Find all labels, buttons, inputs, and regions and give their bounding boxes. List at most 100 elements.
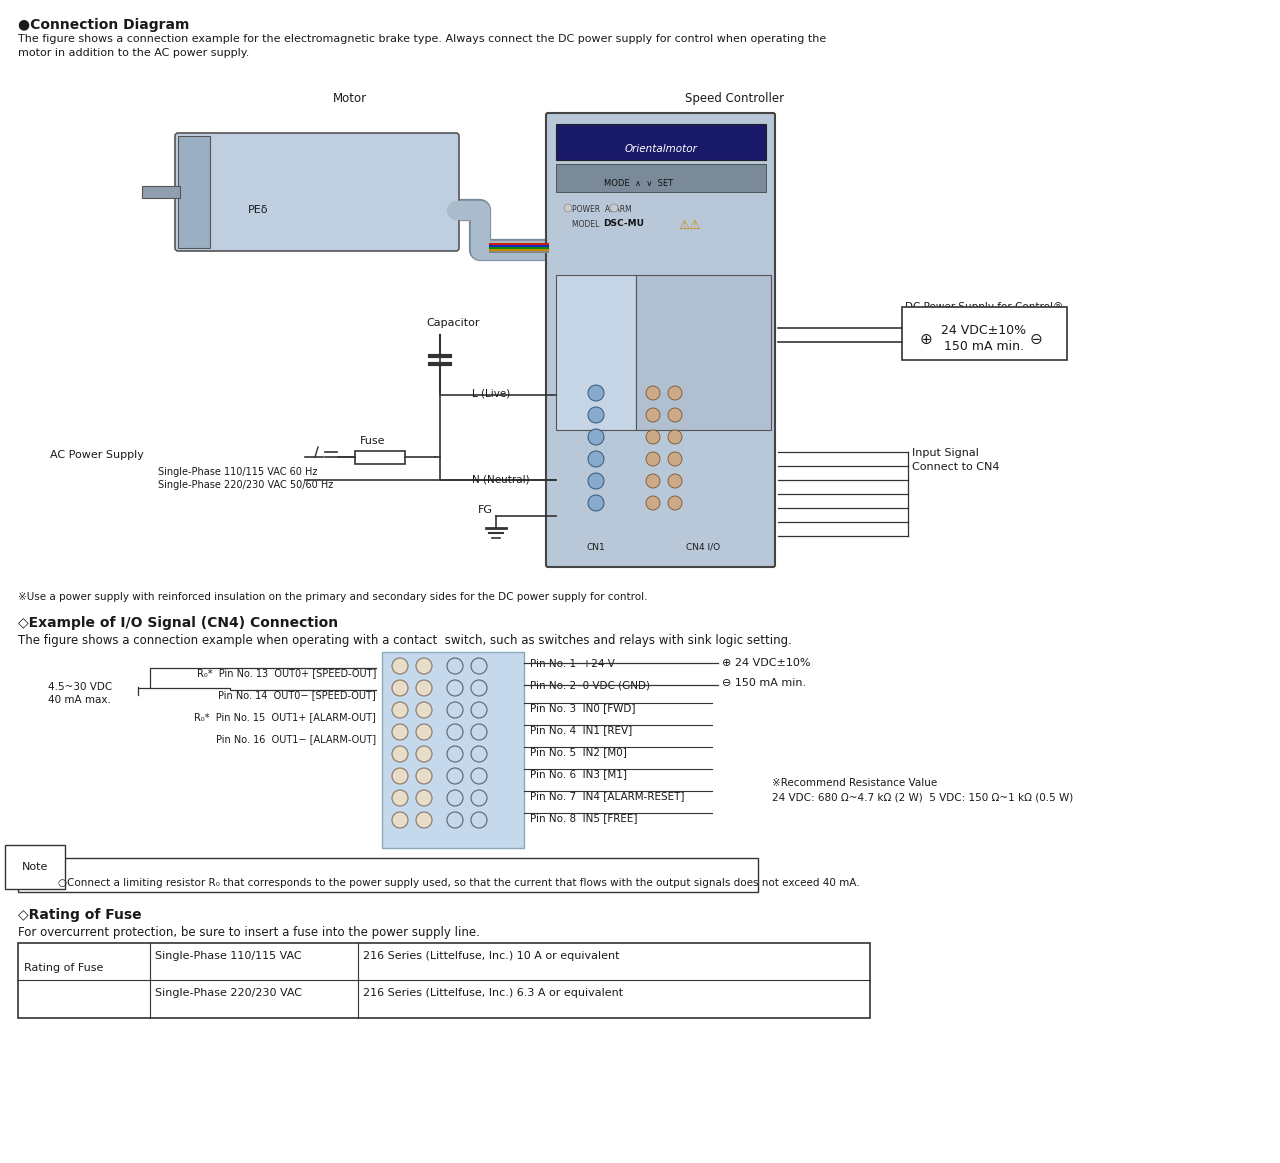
Circle shape xyxy=(646,386,660,400)
Circle shape xyxy=(471,768,486,784)
Circle shape xyxy=(416,658,433,675)
Text: Connect to CN4: Connect to CN4 xyxy=(911,462,1000,472)
Text: ⊖ 150 mA min.: ⊖ 150 mA min. xyxy=(722,678,806,688)
Circle shape xyxy=(471,745,486,762)
Text: Pin No. 1  +24 V: Pin No. 1 +24 V xyxy=(530,659,614,669)
Text: Motor: Motor xyxy=(333,92,367,105)
Text: ●Connection Diagram: ●Connection Diagram xyxy=(18,17,189,33)
Circle shape xyxy=(646,475,660,488)
Text: Pin No. 3  IN0 [FWD]: Pin No. 3 IN0 [FWD] xyxy=(530,702,635,713)
Text: Speed Controller: Speed Controller xyxy=(685,92,785,105)
Bar xyxy=(355,451,404,464)
Circle shape xyxy=(471,725,486,740)
Text: DC Power Supply for Control®: DC Power Supply for Control® xyxy=(905,302,1064,312)
Circle shape xyxy=(392,790,408,806)
Text: Pin No. 8  IN5 [FREE]: Pin No. 8 IN5 [FREE] xyxy=(530,813,637,823)
Bar xyxy=(556,274,636,430)
Text: MODE  ∧  ∨  SET: MODE ∧ ∨ SET xyxy=(604,179,673,188)
Text: N (Neutral): N (Neutral) xyxy=(472,475,530,484)
Circle shape xyxy=(471,790,486,806)
Text: ◇Rating of Fuse: ◇Rating of Fuse xyxy=(18,908,142,922)
Circle shape xyxy=(668,430,682,444)
Text: 216 Series (Littelfuse, Inc.) 6.3 A or equivalent: 216 Series (Littelfuse, Inc.) 6.3 A or e… xyxy=(364,989,623,998)
Circle shape xyxy=(392,680,408,695)
Text: Input Signal: Input Signal xyxy=(911,448,979,458)
Text: Single-Phase 110/115 VAC 60 Hz: Single-Phase 110/115 VAC 60 Hz xyxy=(157,468,317,477)
Circle shape xyxy=(471,658,486,675)
Bar xyxy=(18,943,870,1018)
Bar xyxy=(636,274,771,430)
Circle shape xyxy=(646,452,660,466)
Text: R₀*  Pin No. 15  OUT1+ [ALARM-OUT]: R₀* Pin No. 15 OUT1+ [ALARM-OUT] xyxy=(195,712,376,722)
Text: FG: FG xyxy=(477,505,493,515)
Circle shape xyxy=(392,725,408,740)
Text: 24 VDC±10%: 24 VDC±10% xyxy=(941,324,1027,337)
Text: ◇Example of I/O Signal (CN4) Connection: ◇Example of I/O Signal (CN4) Connection xyxy=(18,616,338,630)
Text: Single-Phase 220/230 VAC 50/60 Hz: Single-Phase 220/230 VAC 50/60 Hz xyxy=(157,480,333,490)
Text: Rating of Fuse: Rating of Fuse xyxy=(24,963,104,973)
Bar xyxy=(902,307,1068,361)
Circle shape xyxy=(447,745,463,762)
Circle shape xyxy=(588,385,604,401)
Circle shape xyxy=(447,790,463,806)
Text: Pin No. 6  IN3 [M1]: Pin No. 6 IN3 [M1] xyxy=(530,769,627,779)
Text: ※Recommend Resistance Value: ※Recommend Resistance Value xyxy=(772,778,937,789)
Circle shape xyxy=(668,475,682,488)
Circle shape xyxy=(588,407,604,423)
Text: motor in addition to the AC power supply.: motor in addition to the AC power supply… xyxy=(18,48,250,58)
Text: CN1: CN1 xyxy=(586,543,605,552)
Text: For overcurrent protection, be sure to insert a fuse into the power supply line.: For overcurrent protection, be sure to i… xyxy=(18,926,480,939)
Text: ⊕ 24 VDC±10%: ⊕ 24 VDC±10% xyxy=(722,658,810,668)
FancyBboxPatch shape xyxy=(175,133,460,251)
Text: The figure shows a connection example when operating with a contact  switch, suc: The figure shows a connection example wh… xyxy=(18,634,792,647)
Text: Pin No. 14  OUT0− [SPEED-OUT]: Pin No. 14 OUT0− [SPEED-OUT] xyxy=(219,690,376,700)
Text: Pin No. 2  0 VDC (GND): Pin No. 2 0 VDC (GND) xyxy=(530,682,650,691)
Circle shape xyxy=(588,451,604,468)
Bar xyxy=(178,136,210,248)
Bar xyxy=(18,858,758,892)
Circle shape xyxy=(588,495,604,511)
Text: 4.5~30 VDC: 4.5~30 VDC xyxy=(49,682,113,692)
Bar xyxy=(556,124,765,160)
Circle shape xyxy=(588,473,604,488)
Text: R₀*  Pin No. 13  OUT0+ [SPEED-OUT]: R₀* Pin No. 13 OUT0+ [SPEED-OUT] xyxy=(197,668,376,678)
Text: CN4 I/O: CN4 I/O xyxy=(686,543,721,552)
Circle shape xyxy=(646,408,660,422)
Circle shape xyxy=(447,768,463,784)
Circle shape xyxy=(668,386,682,400)
Text: Pin No. 4  IN1 [REV]: Pin No. 4 IN1 [REV] xyxy=(530,725,632,735)
Circle shape xyxy=(392,658,408,675)
Bar xyxy=(142,186,180,198)
Circle shape xyxy=(416,790,433,806)
Circle shape xyxy=(392,745,408,762)
Circle shape xyxy=(447,680,463,695)
Text: AC Power Supply: AC Power Supply xyxy=(50,450,143,461)
Circle shape xyxy=(646,495,660,511)
Bar xyxy=(556,164,765,192)
Text: ⚠⚠: ⚠⚠ xyxy=(678,219,700,231)
Circle shape xyxy=(471,702,486,718)
Text: 216 Series (Littelfuse, Inc.) 10 A or equivalent: 216 Series (Littelfuse, Inc.) 10 A or eq… xyxy=(364,951,620,961)
Circle shape xyxy=(447,658,463,675)
Text: ○Connect a limiting resistor R₀ that corresponds to the power supply used, so th: ○Connect a limiting resistor R₀ that cor… xyxy=(58,878,860,889)
Circle shape xyxy=(416,725,433,740)
Circle shape xyxy=(416,745,433,762)
Text: Pin No. 16  OUT1− [ALARM-OUT]: Pin No. 16 OUT1− [ALARM-OUT] xyxy=(216,734,376,744)
Text: MODEL: MODEL xyxy=(572,220,604,229)
Circle shape xyxy=(416,680,433,695)
Text: Capacitor: Capacitor xyxy=(426,317,480,328)
Text: ⊖: ⊖ xyxy=(1030,331,1043,347)
Circle shape xyxy=(611,204,618,212)
Text: DSC-MU: DSC-MU xyxy=(603,219,644,228)
Circle shape xyxy=(447,725,463,740)
Circle shape xyxy=(471,812,486,828)
Text: Single-Phase 110/115 VAC: Single-Phase 110/115 VAC xyxy=(155,951,302,961)
Text: The figure shows a connection example for the electromagnetic brake type. Always: The figure shows a connection example fo… xyxy=(18,34,827,44)
Circle shape xyxy=(471,680,486,695)
Text: Single-Phase 220/230 VAC: Single-Phase 220/230 VAC xyxy=(155,989,302,998)
Circle shape xyxy=(564,204,572,212)
Circle shape xyxy=(447,702,463,718)
Circle shape xyxy=(392,702,408,718)
Text: ※Use a power supply with reinforced insulation on the primary and secondary side: ※Use a power supply with reinforced insu… xyxy=(18,592,648,602)
Text: Fuse: Fuse xyxy=(360,436,385,445)
